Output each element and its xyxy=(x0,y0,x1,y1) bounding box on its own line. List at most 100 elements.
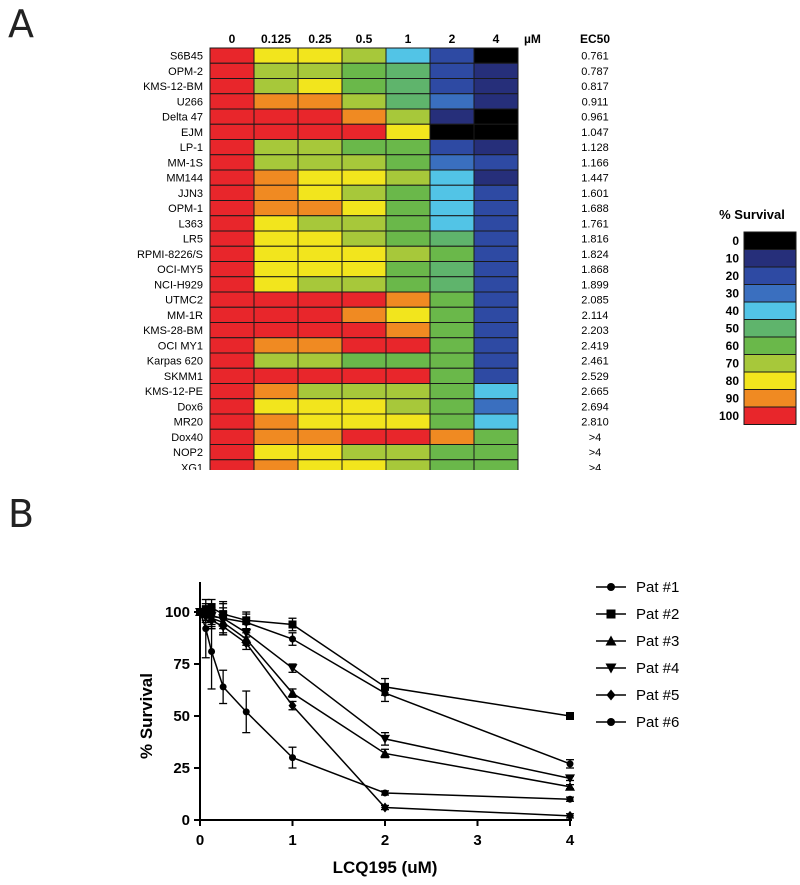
heatmap-cell xyxy=(297,444,343,461)
heatmap-cell xyxy=(253,215,299,232)
row-label: Dox6 xyxy=(177,401,203,413)
heatmap-cell xyxy=(209,200,255,217)
heatmap-cell xyxy=(253,47,299,64)
heatmap-cell xyxy=(341,444,387,461)
legend-swatch xyxy=(743,284,797,303)
legend-label: 50 xyxy=(726,321,740,335)
row-label: OPM-1 xyxy=(168,203,203,215)
ec50-value: 1.824 xyxy=(581,249,609,261)
heatmap-cell xyxy=(385,398,431,415)
heatmap-cell xyxy=(209,47,255,64)
legend-label: Pat #5 xyxy=(636,687,679,704)
data-point xyxy=(287,664,298,674)
row-label: U266 xyxy=(177,96,203,108)
heatmap-cell xyxy=(473,398,519,415)
heatmap-cell xyxy=(429,78,475,95)
row-label: KMS-12-PE xyxy=(145,386,203,398)
heatmap-cell xyxy=(385,352,431,369)
data-point xyxy=(202,625,210,633)
column-header: 0.25 xyxy=(308,32,332,46)
ec50-value: 2.114 xyxy=(582,310,609,322)
legend-label: Pat #4 xyxy=(636,660,679,677)
heatmap-cell xyxy=(341,261,387,278)
legend-label: 30 xyxy=(726,286,740,300)
heatmap-cell xyxy=(473,261,519,278)
x-tick-label: 3 xyxy=(473,832,481,849)
heatmap-cell xyxy=(253,459,299,470)
x-axis-label: LCQ195 (uM) xyxy=(333,858,438,877)
legend-swatch xyxy=(743,389,797,408)
ec50-header: EC50 xyxy=(580,32,610,46)
heatmap-cell xyxy=(297,93,343,110)
row-label: KMS-28-BM xyxy=(143,325,203,337)
column-header: 0 xyxy=(229,32,236,46)
heatmap-cell xyxy=(341,413,387,430)
heatmap-cell xyxy=(385,230,431,247)
ec50-value: 2.085 xyxy=(581,295,609,307)
x-tick-label: 1 xyxy=(288,832,296,849)
heatmap-cell xyxy=(209,62,255,79)
heatmap-cell xyxy=(429,413,475,430)
heatmap-cell xyxy=(341,230,387,247)
heatmap-cell xyxy=(297,337,343,354)
legend-label: 10 xyxy=(726,251,740,265)
heatmap-cell xyxy=(297,459,343,470)
heatmap-cell xyxy=(297,123,343,140)
heatmap-cell xyxy=(473,352,519,369)
legend-swatch xyxy=(743,319,797,338)
heatmap-cell xyxy=(473,169,519,186)
heatmap-cell xyxy=(429,398,475,415)
legend-marker xyxy=(605,635,617,646)
legend-label: 90 xyxy=(726,391,740,405)
row-label: NOP2 xyxy=(173,447,203,459)
heatmap-cell xyxy=(473,230,519,247)
heatmap-cell xyxy=(341,200,387,217)
heatmap-cell xyxy=(429,291,475,308)
row-label: NCI-H929 xyxy=(154,279,203,291)
data-point xyxy=(288,700,297,711)
heatmap-cell xyxy=(385,306,431,323)
data-point xyxy=(219,683,227,691)
heatmap-cell xyxy=(253,444,299,461)
data-point xyxy=(288,620,297,629)
heatmap-cell xyxy=(385,337,431,354)
row-label: JJN3 xyxy=(178,188,203,200)
heatmap-cell xyxy=(385,169,431,186)
data-point xyxy=(566,810,574,821)
heatmap-cell xyxy=(209,383,255,400)
heatmap-cell xyxy=(429,261,475,278)
data-point xyxy=(380,748,390,758)
legend-marker xyxy=(605,663,617,674)
legend-label: 80 xyxy=(726,374,740,388)
series-line xyxy=(199,611,571,800)
heatmap-cell xyxy=(209,78,255,95)
heatmap-cell xyxy=(429,169,475,186)
legend-marker xyxy=(607,583,615,591)
heatmap-cell xyxy=(209,276,255,293)
ec50-value: 1.601 xyxy=(581,188,609,200)
heatmap-cell xyxy=(429,230,475,247)
heatmap-cell xyxy=(341,291,387,308)
heatmap-cell xyxy=(429,108,475,125)
data-point xyxy=(242,708,250,716)
row-label: EJM xyxy=(181,127,203,139)
ec50-value: >4 xyxy=(589,432,602,444)
heatmap-cell xyxy=(385,108,431,125)
x-tick-label: 4 xyxy=(566,832,575,849)
ec50-value: >4 xyxy=(589,447,602,459)
data-point xyxy=(566,760,574,768)
heatmap-cell xyxy=(297,428,343,445)
heatmap-cell xyxy=(385,200,431,217)
column-header: 0.125 xyxy=(261,32,291,46)
heatmap-cell xyxy=(473,459,519,470)
ec50-value: 1.761 xyxy=(581,218,609,230)
heatmap-cell xyxy=(341,215,387,232)
ec50-value: 1.688 xyxy=(581,203,609,215)
data-point xyxy=(241,628,252,638)
data-point xyxy=(380,734,390,744)
heatmap-cell xyxy=(473,154,519,171)
heatmap-cell xyxy=(209,459,255,470)
data-point xyxy=(219,621,228,632)
heatmap-cell xyxy=(341,184,387,201)
heatmap-cell xyxy=(341,367,387,384)
